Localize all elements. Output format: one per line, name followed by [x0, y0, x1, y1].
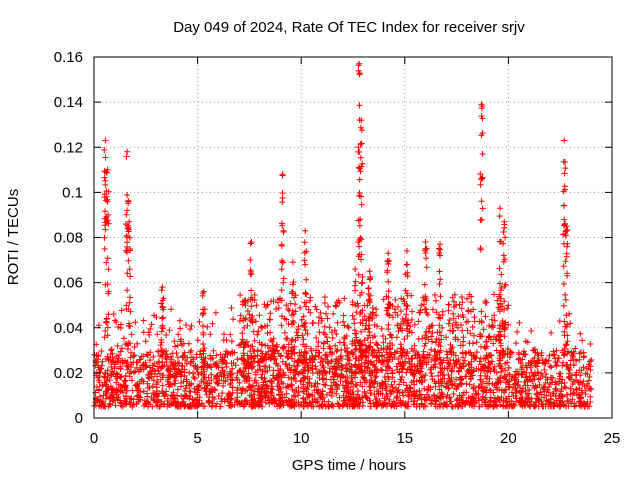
y-tick-label: 0 — [75, 410, 83, 427]
y-tick-label: 0.16 — [54, 49, 83, 66]
y-tick-label: 0.08 — [54, 230, 83, 247]
chart-title: Day 049 of 2024, Rate Of TEC Index for r… — [173, 19, 525, 36]
y-tick-label: 0.1 — [62, 184, 83, 201]
y-tick-label: 0.06 — [54, 275, 83, 292]
y-axis-label: ROTI / TECUs — [5, 189, 22, 285]
x-tick-label: 15 — [396, 430, 413, 447]
x-tick-label: 20 — [500, 430, 517, 447]
x-axis-label: GPS time / hours — [292, 457, 406, 474]
grid-lines — [94, 57, 612, 418]
x-tick-label: 25 — [604, 430, 621, 447]
x-tick-label: 0 — [90, 430, 98, 447]
y-tick-label: 0.12 — [54, 139, 83, 156]
x-tick-label: 5 — [193, 430, 201, 447]
x-tick-label: 10 — [293, 430, 310, 447]
y-tick-label: 0.14 — [54, 94, 83, 111]
y-tick-label: 0.04 — [54, 320, 83, 337]
axis-ticks: 0 5 10 15 20 25 0 0.02 0.04 0.06 0.08 0.1 0.12 0.14 0.… — [54, 49, 621, 447]
y-tick-label: 0.02 — [54, 365, 83, 382]
data-points — [91, 60, 595, 410]
roti-series-markers — [91, 60, 595, 410]
